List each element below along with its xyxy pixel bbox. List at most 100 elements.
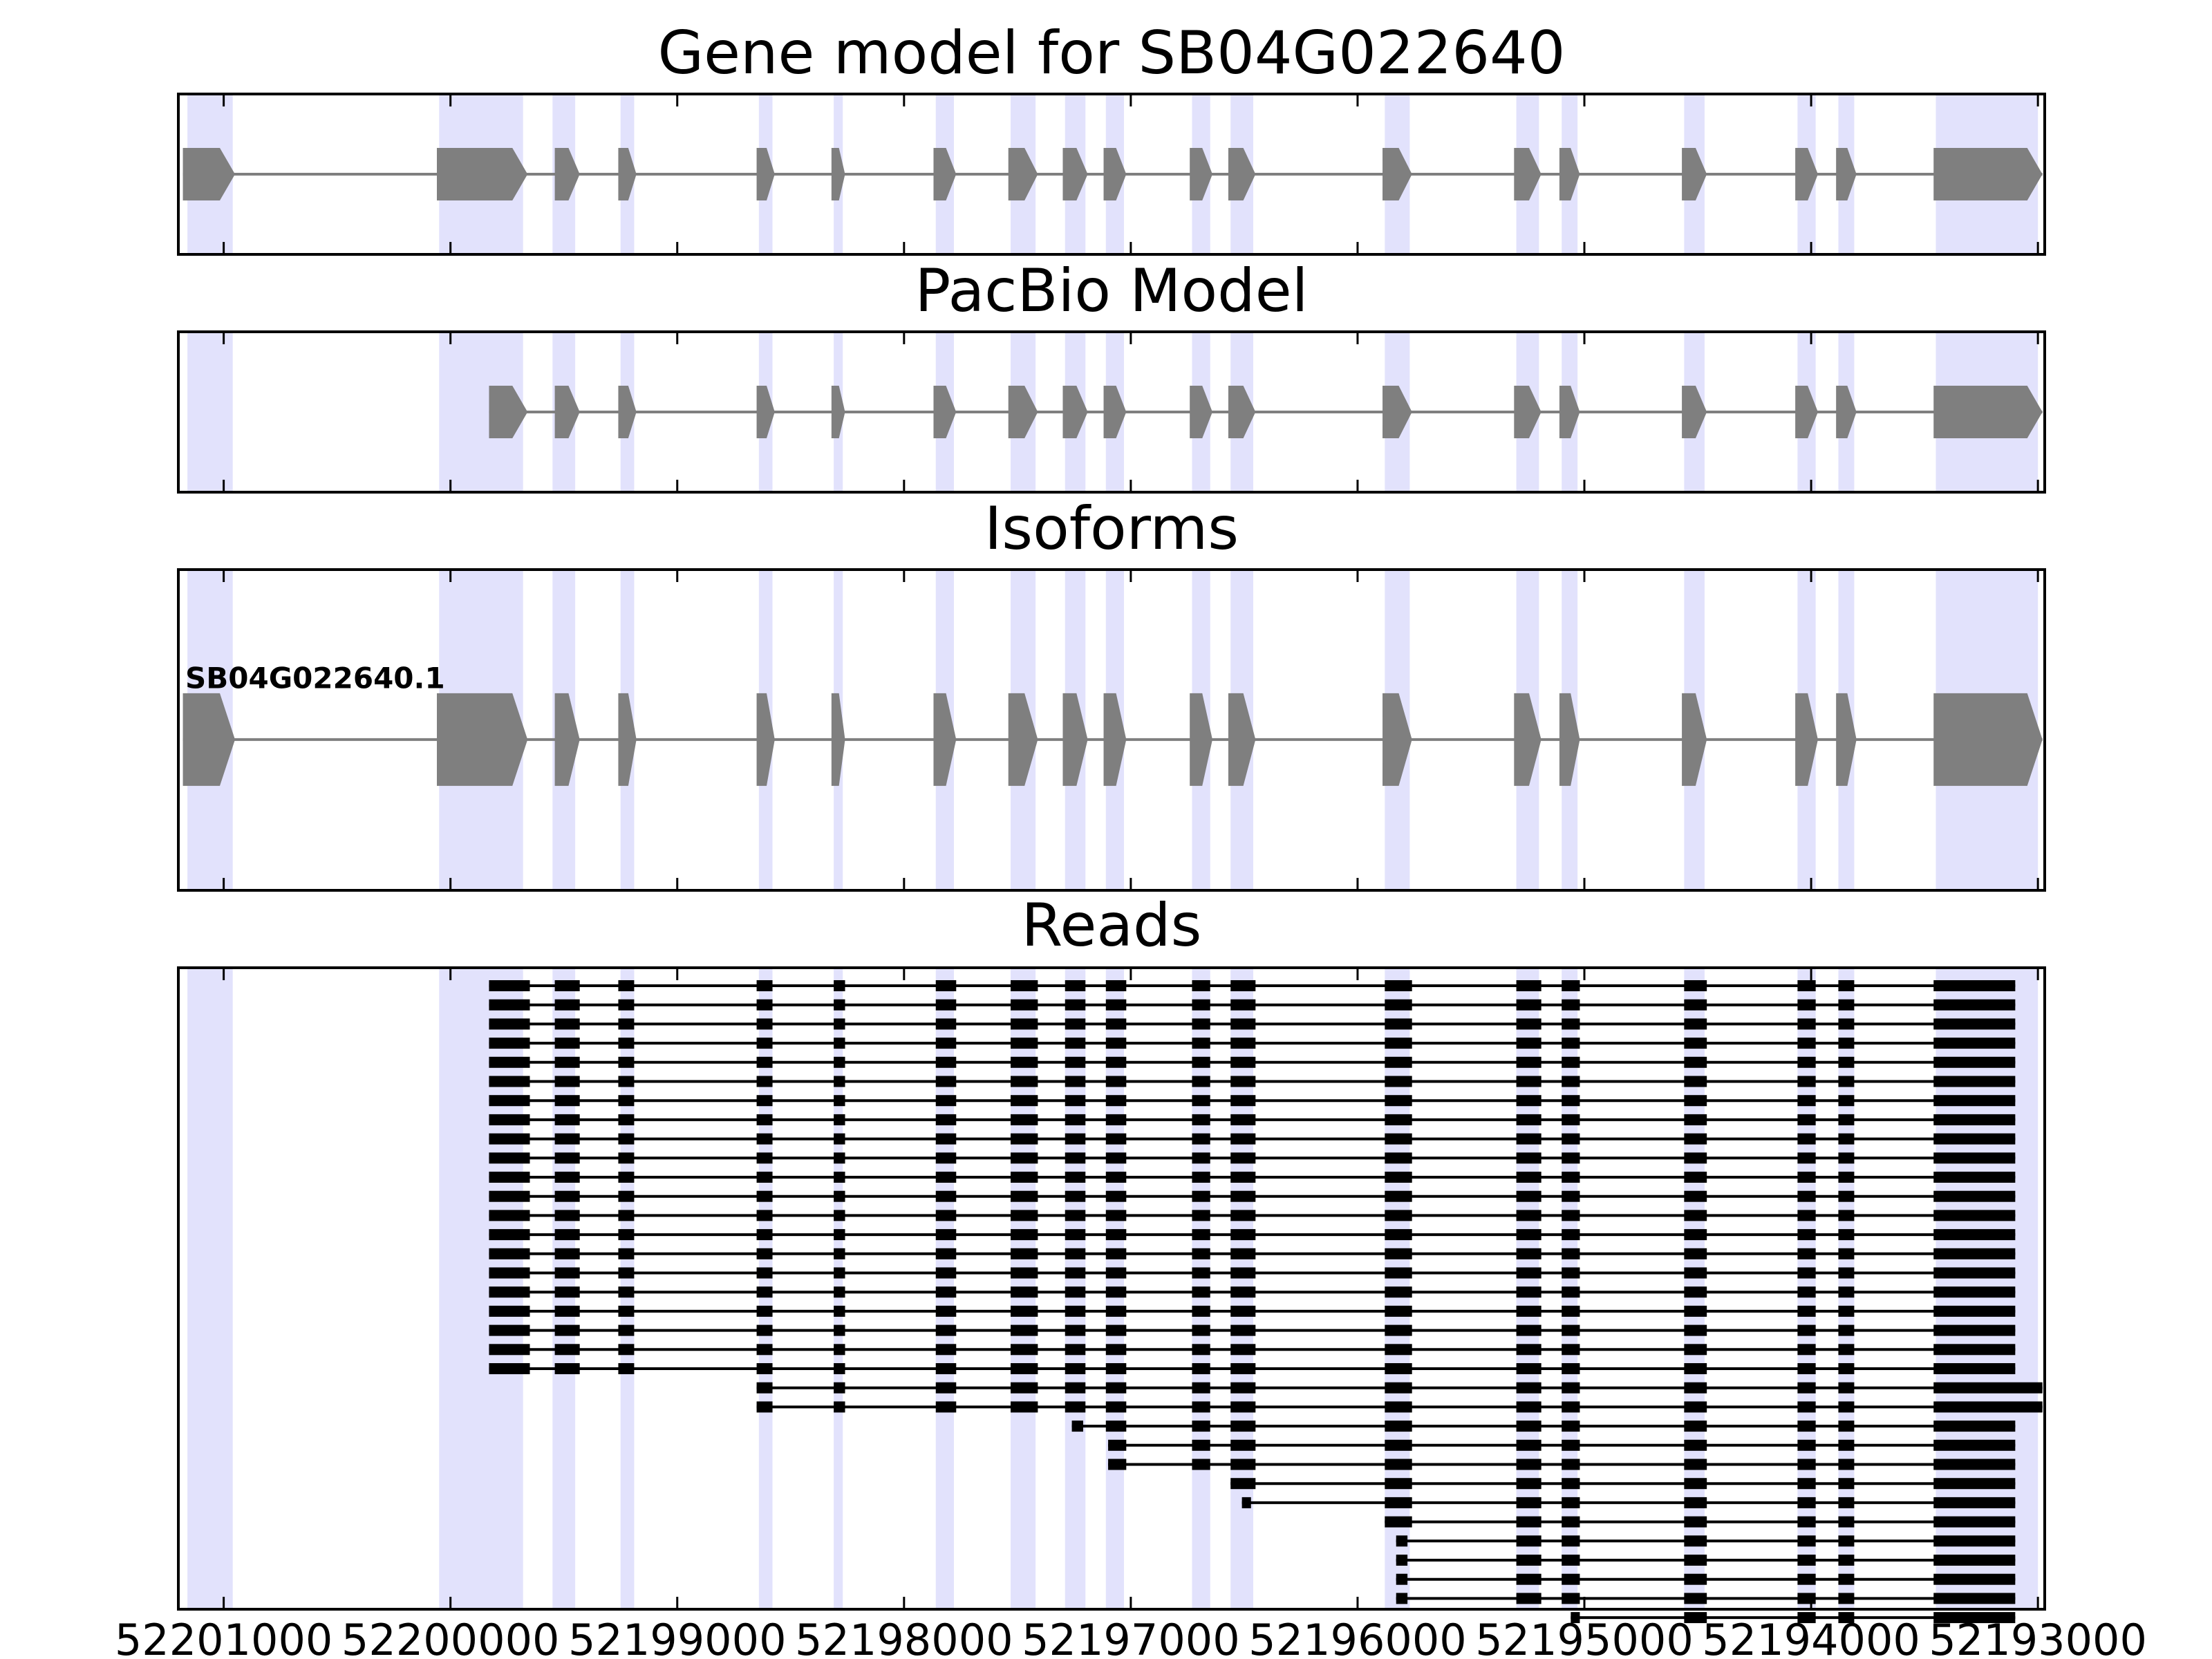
exon-mark bbox=[1559, 386, 1580, 438]
read-block bbox=[1933, 1324, 2016, 1336]
read-block bbox=[1192, 1229, 1210, 1241]
read-block bbox=[1065, 1286, 1086, 1298]
read-block bbox=[1516, 1248, 1541, 1259]
read-block bbox=[1105, 1421, 1127, 1432]
read-block bbox=[1230, 1056, 1256, 1068]
exon-mark bbox=[436, 693, 528, 786]
read-block bbox=[1230, 1439, 1256, 1451]
read-block bbox=[554, 1172, 580, 1183]
read-block bbox=[1684, 1497, 1707, 1508]
read-block bbox=[834, 1286, 845, 1298]
read-block bbox=[1516, 1229, 1541, 1241]
read-block bbox=[1516, 1172, 1541, 1183]
read-block bbox=[1230, 1095, 1256, 1107]
read-block bbox=[1230, 1018, 1256, 1030]
read-block bbox=[1797, 1056, 1816, 1068]
read-block bbox=[935, 1114, 957, 1125]
read-block bbox=[1684, 1324, 1707, 1336]
read-block bbox=[1516, 1593, 1541, 1604]
read-block bbox=[1933, 1593, 2016, 1604]
exon-mark bbox=[1190, 148, 1212, 200]
read-block bbox=[1562, 1535, 1580, 1547]
read-block bbox=[1684, 1478, 1707, 1490]
read-block bbox=[1684, 1612, 1707, 1624]
read-block bbox=[1571, 1612, 1580, 1624]
read-block bbox=[834, 980, 845, 991]
read-block bbox=[1933, 1248, 2016, 1259]
read-block bbox=[618, 999, 635, 1011]
read-block bbox=[1933, 1555, 2016, 1566]
read-block bbox=[1933, 1535, 2016, 1547]
read-block bbox=[554, 1229, 580, 1241]
read-block bbox=[1105, 1401, 1127, 1413]
read-block bbox=[1797, 1401, 1816, 1413]
exon-mark bbox=[831, 386, 845, 438]
read-block bbox=[1838, 1497, 1855, 1508]
read-block bbox=[1385, 1248, 1412, 1259]
read-block bbox=[935, 1401, 957, 1413]
read-block bbox=[1230, 980, 1256, 991]
read-block bbox=[1105, 1324, 1127, 1336]
read-block bbox=[1516, 1095, 1541, 1107]
panel-frame bbox=[177, 966, 2046, 1611]
read-block bbox=[618, 980, 635, 991]
read-block bbox=[1011, 1382, 1038, 1394]
exon-mark bbox=[1933, 148, 2043, 200]
read-block bbox=[1385, 1133, 1412, 1145]
read-block bbox=[1933, 1152, 2016, 1164]
read-block bbox=[935, 1152, 957, 1164]
read-block bbox=[1011, 999, 1038, 1011]
read-block bbox=[1684, 1555, 1707, 1566]
read-block bbox=[1230, 1286, 1256, 1298]
read-block bbox=[489, 1229, 530, 1241]
read-block bbox=[1797, 1363, 1816, 1374]
read-block bbox=[834, 999, 845, 1011]
read-block bbox=[489, 1210, 530, 1221]
read-block bbox=[1385, 1152, 1412, 1164]
read-block bbox=[489, 1286, 530, 1298]
read-block bbox=[1105, 1248, 1127, 1259]
read-block bbox=[1011, 1056, 1038, 1068]
read-block bbox=[1562, 1459, 1580, 1470]
read-block bbox=[1385, 1190, 1412, 1202]
read-block bbox=[1385, 1056, 1412, 1068]
exon-mark bbox=[1836, 386, 1857, 438]
panel-title: Isoforms bbox=[984, 494, 1239, 563]
read-block bbox=[1797, 1114, 1816, 1125]
read-block bbox=[1105, 1076, 1127, 1087]
read-block bbox=[1230, 1478, 1256, 1490]
read-block bbox=[935, 1305, 957, 1317]
read-block bbox=[1011, 1344, 1038, 1356]
read-block bbox=[1385, 1478, 1412, 1490]
read-block bbox=[1385, 1324, 1412, 1336]
exon-mark bbox=[1103, 693, 1127, 786]
read-block bbox=[1065, 1305, 1086, 1317]
read-block bbox=[1516, 1133, 1541, 1145]
exon-mark bbox=[1103, 148, 1127, 200]
read-block bbox=[618, 1210, 635, 1221]
read-block bbox=[935, 1133, 957, 1145]
read-block bbox=[1684, 1421, 1707, 1432]
read-block bbox=[1011, 1286, 1038, 1298]
read-block bbox=[1011, 1172, 1038, 1183]
read-block bbox=[935, 1056, 957, 1068]
read-block bbox=[489, 1344, 530, 1356]
read-block bbox=[834, 1114, 845, 1125]
read-block bbox=[1562, 1516, 1580, 1528]
read-block bbox=[1396, 1535, 1408, 1547]
read-block bbox=[1684, 1516, 1707, 1528]
read-block bbox=[935, 999, 957, 1011]
read-block bbox=[1065, 1095, 1086, 1107]
read-block bbox=[618, 1363, 635, 1374]
read-block bbox=[756, 1248, 773, 1259]
exon-mark bbox=[1228, 386, 1256, 438]
exon-mark bbox=[182, 148, 236, 200]
highlight-region bbox=[187, 332, 233, 492]
read-block bbox=[1933, 1056, 2016, 1068]
read-block bbox=[935, 1190, 957, 1202]
read-block bbox=[1192, 1152, 1210, 1164]
read-block bbox=[1933, 1038, 2016, 1049]
read-block bbox=[618, 1018, 635, 1030]
exon-mark bbox=[756, 148, 775, 200]
read-block bbox=[1933, 1439, 2016, 1451]
